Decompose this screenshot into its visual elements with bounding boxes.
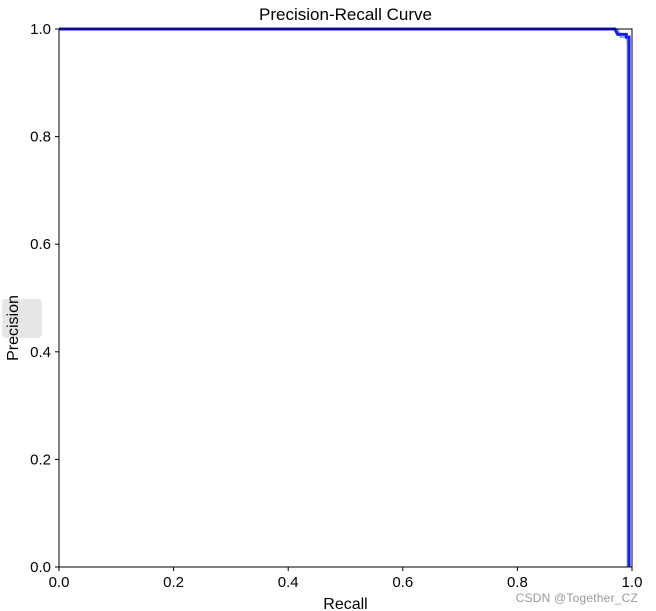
x-axis-ticks: 0.0 0.2 0.4 0.6 0.8 1.0 <box>49 567 643 591</box>
y-tick-label: 0.4 <box>30 344 51 361</box>
x-axis-label: Recall <box>323 596 367 611</box>
x-tick-label: 0.8 <box>507 574 528 591</box>
x-tick-label: 1.0 <box>622 574 643 591</box>
plot-frame <box>58 28 633 568</box>
series-line-1 <box>59 28 629 567</box>
x-tick-label: 0.0 <box>49 574 70 591</box>
y-tick-label: 0.0 <box>30 559 51 576</box>
y-tick-label: 0.6 <box>30 236 51 253</box>
chart-title: Precision-Recall Curve <box>259 5 432 24</box>
y-tick-label: 0.2 <box>30 451 51 468</box>
series-line-0 <box>59 27 631 567</box>
y-axis-ticks: 0.0 0.2 0.4 0.6 0.8 1.0 <box>30 21 59 576</box>
ylabel-highlight <box>2 299 42 338</box>
y-tick-label: 1.0 <box>30 21 51 38</box>
y-tick-label: 0.8 <box>30 129 51 146</box>
x-tick-label: 0.4 <box>278 574 299 591</box>
x-tick-label: 0.2 <box>163 574 184 591</box>
watermark-text: CSDN @Together_CZ <box>515 591 638 605</box>
x-tick-label: 0.6 <box>392 574 413 591</box>
plot-lines <box>59 27 631 567</box>
y-axis-label: Precision <box>5 295 22 361</box>
